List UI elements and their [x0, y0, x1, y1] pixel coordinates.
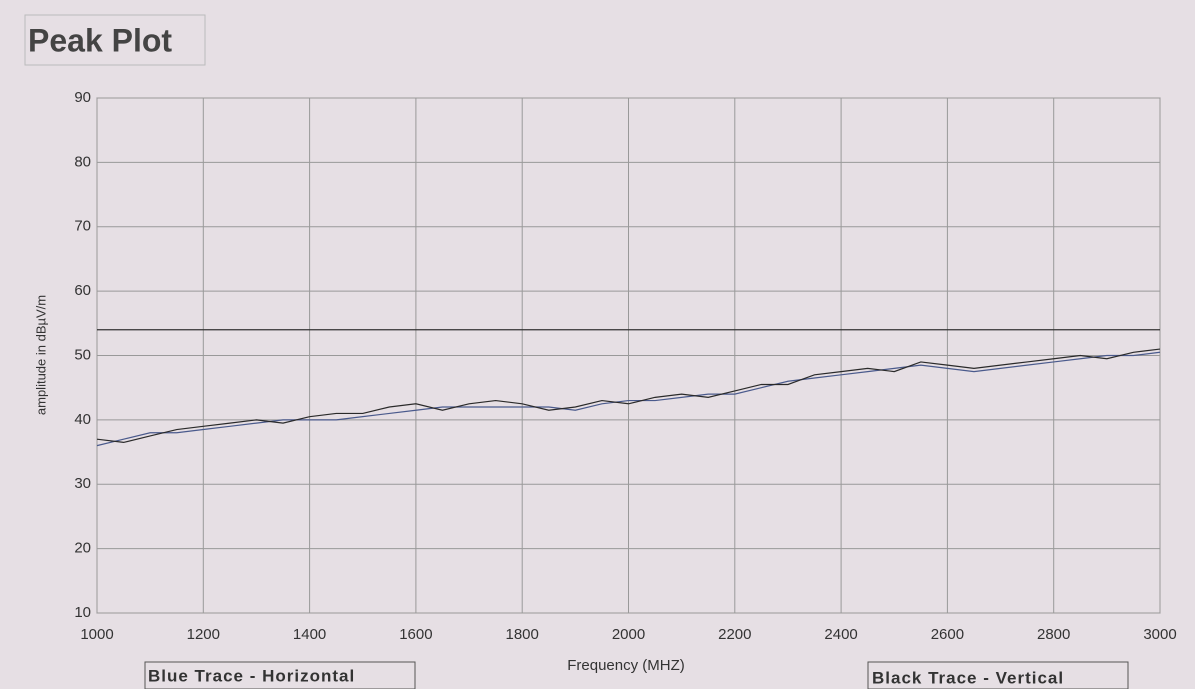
title-box [24, 14, 206, 66]
y-tick-label: 90 [74, 89, 91, 106]
x-tick-label: 1000 [80, 626, 113, 643]
x-axis-label: Frequency (MHZ) [567, 657, 685, 674]
x-tick-label: 2200 [718, 626, 751, 643]
trace-line [96, 351, 1161, 447]
y-tick-label: 30 [74, 475, 91, 492]
x-tick-label: 1600 [399, 626, 432, 643]
y-tick-label: 20 [74, 540, 91, 557]
x-tick-label: 1400 [293, 626, 326, 643]
chart-title: Peak Plot [28, 22, 172, 58]
x-tick-label: 2800 [1037, 626, 1070, 643]
legend-label: Blue Trace - Horizontal [148, 666, 355, 685]
y-tick-label: 80 [74, 153, 91, 170]
y-tick-label: 70 [74, 218, 91, 235]
trace-line [96, 348, 1161, 444]
x-tick-label: 1200 [187, 626, 220, 643]
x-tick-label: 2400 [824, 626, 857, 643]
y-tick-label: 10 [74, 604, 91, 621]
y-axis-label: amplitude in dBµV/m [33, 295, 48, 415]
legend-box [867, 661, 1129, 689]
y-tick-label: 50 [74, 346, 91, 363]
x-tick-label: 2600 [931, 626, 964, 643]
y-tick-label: 60 [74, 282, 91, 299]
x-tick-label: 3000 [1143, 626, 1176, 643]
legend-label: Black Trace - Vertical [872, 668, 1064, 687]
x-tick-label: 2000 [612, 626, 645, 643]
legend-box [144, 661, 416, 689]
x-tick-label: 1800 [506, 626, 539, 643]
y-tick-label: 40 [74, 411, 91, 428]
